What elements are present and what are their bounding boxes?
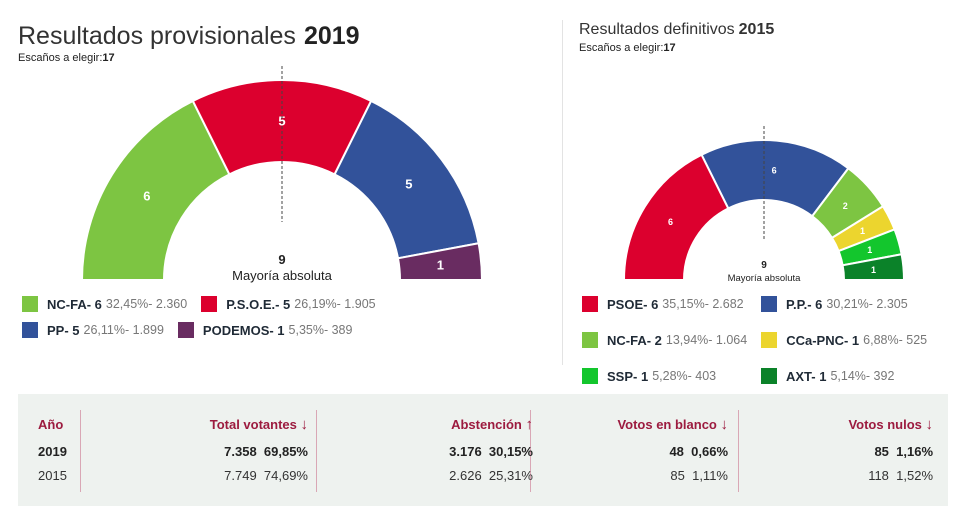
column-1: Total votantes ↓ 7.358 69,85% 7.749 74,69%	[88, 410, 308, 492]
seat-label: 1	[871, 265, 876, 275]
table-cell: 118 1,52%	[868, 468, 933, 483]
table-cell: 85 1,16%	[874, 444, 933, 459]
column-header[interactable]: Votos nulos ↓	[848, 416, 934, 433]
legend-item: PSOE- 6 35,15%- 2.682	[582, 296, 747, 312]
seat-label: 6	[772, 165, 777, 175]
arrow-down-icon: ↓	[720, 416, 729, 433]
majority-value: 9	[278, 252, 285, 267]
left-seats: Escaños a elegir:17	[18, 52, 115, 64]
column-0: Año 2019 2015	[38, 410, 98, 492]
legend-item: AXT- 1 5,14%- 392	[761, 368, 894, 384]
legend-values: 5,28%- 403	[652, 369, 717, 383]
legend-values: 5,14%- 392	[830, 369, 895, 383]
table-cell: 85 1,11%	[670, 468, 728, 483]
legend-swatch	[201, 296, 218, 312]
legend-values: 6,88%- 525	[863, 333, 928, 347]
legend-party: CCa-PNC- 1	[786, 332, 860, 348]
seat-label: 5	[405, 177, 412, 192]
legend-party: AXT- 1	[786, 368, 827, 384]
seat-segment-podemos	[396, 242, 484, 281]
legend-swatch	[761, 296, 777, 312]
legend-item: P.P.- 6 30,21%- 2.305	[761, 296, 908, 312]
seat-label: 1	[437, 258, 444, 273]
legend-party: SSP- 1	[607, 368, 649, 384]
seat-label: 2	[843, 201, 848, 211]
seat-label: 1	[860, 226, 865, 236]
right-title: Resultados definitivos 2015	[579, 21, 775, 38]
turnout-table: Año 2019 2015 Total votantes ↓ 7.358 69,85% 7…	[18, 394, 948, 506]
legend-swatch	[582, 332, 598, 348]
legend-values: 13,94%- 1.064	[665, 333, 748, 347]
column-divider	[738, 410, 739, 492]
majority-label: Mayoría absoluta	[232, 268, 332, 283]
right-seats: Escaños a elegir:17	[579, 42, 676, 54]
column-divider	[80, 410, 81, 492]
legend-party: PODEMOS- 1	[202, 322, 285, 338]
legend-item: P.S.O.E.- 5 26,19%- 1.905	[201, 296, 376, 312]
legend-2015: PSOE- 6 35,15%- 2.682 P.P.- 6 30,21%- 2.305…	[582, 296, 962, 394]
left-title: Resultados provisionales 2019	[18, 22, 360, 50]
legend-values: 32,45%- 2.360	[105, 297, 188, 311]
seat-label: 5	[278, 113, 285, 128]
seat-label: 6	[668, 217, 673, 227]
column-header[interactable]: Abstención ↑	[451, 416, 534, 433]
legend-swatch	[582, 296, 598, 312]
column-divider	[316, 410, 317, 492]
legend-item: CCa-PNC- 1 6,88%- 525	[761, 332, 927, 348]
column-divider	[530, 410, 531, 492]
column-header[interactable]: Total votantes ↓	[209, 416, 309, 433]
seat-segment-axt	[841, 253, 906, 281]
seat-label: 6	[143, 189, 150, 204]
table-cell: 48 0,66%	[669, 444, 728, 459]
column-4: Votos nulos ↓ 85 1,16% 118 1,52%	[743, 410, 933, 492]
column-header[interactable]: Año	[38, 417, 64, 432]
table-cell: 2015	[38, 468, 67, 483]
majority-label: Mayoría absoluta	[728, 273, 802, 284]
legend-2019: NC-FA- 6 32,45%- 2.360 P.S.O.E.- 5 26,19%- …	[22, 296, 542, 338]
legend-values: 35,15%- 2.682	[662, 297, 744, 311]
table-cell: 2019	[38, 444, 67, 459]
legend-swatch	[761, 332, 778, 348]
legend-swatch	[22, 322, 38, 338]
divider	[562, 20, 563, 365]
arrow-down-icon: ↓	[300, 416, 309, 433]
seat-label: 1	[867, 245, 872, 255]
arrow-down-icon: ↓	[925, 416, 934, 433]
legend-swatch	[177, 322, 194, 338]
table-cell: 2.626 25,31%	[449, 468, 533, 483]
legend-party: PP- 5	[47, 322, 80, 338]
legend-values: 26,11%- 1.899	[83, 323, 164, 337]
column-header[interactable]: Votos en blanco ↓	[617, 416, 729, 433]
legend-party: NC-FA- 6	[47, 296, 102, 312]
legend-item: SSP- 1 5,28%- 403	[582, 368, 747, 384]
legend-party: PSOE- 6	[607, 296, 659, 312]
table-cell: 7.749 74,69%	[224, 468, 308, 483]
arrow-up-icon: ↑	[525, 416, 534, 433]
legend-item: PP- 5 26,11%- 1.899	[22, 322, 164, 338]
majority-value: 9	[761, 260, 767, 271]
legend-swatch	[582, 368, 598, 384]
legend-values: 30,21%- 2.305	[826, 297, 908, 311]
table-cell: 3.176 30,15%	[449, 444, 533, 459]
legend-item: PODEMOS- 1 5,35%- 389	[177, 322, 353, 338]
column-2: Abstención ↑ 3.176 30,15% 2.626 25,31%	[323, 410, 533, 492]
legend-values: 26,19%- 1.905	[294, 297, 376, 311]
legend-swatch	[22, 296, 38, 312]
legend-values: 5,35%- 389	[288, 323, 353, 337]
legend-item: NC-FA- 6 32,45%- 2.360	[22, 296, 187, 312]
legend-party: P.P.- 6	[786, 296, 823, 312]
table-cell: 7.358 69,85%	[224, 444, 308, 459]
column-3: Votos en blanco ↓ 48 0,66% 85 1,11%	[538, 410, 728, 492]
legend-swatch	[761, 368, 777, 384]
legend-party: NC-FA- 2	[607, 332, 662, 348]
legend-party: P.S.O.E.- 5	[226, 296, 291, 312]
legend-item: NC-FA- 2 13,94%- 1.064	[582, 332, 747, 348]
